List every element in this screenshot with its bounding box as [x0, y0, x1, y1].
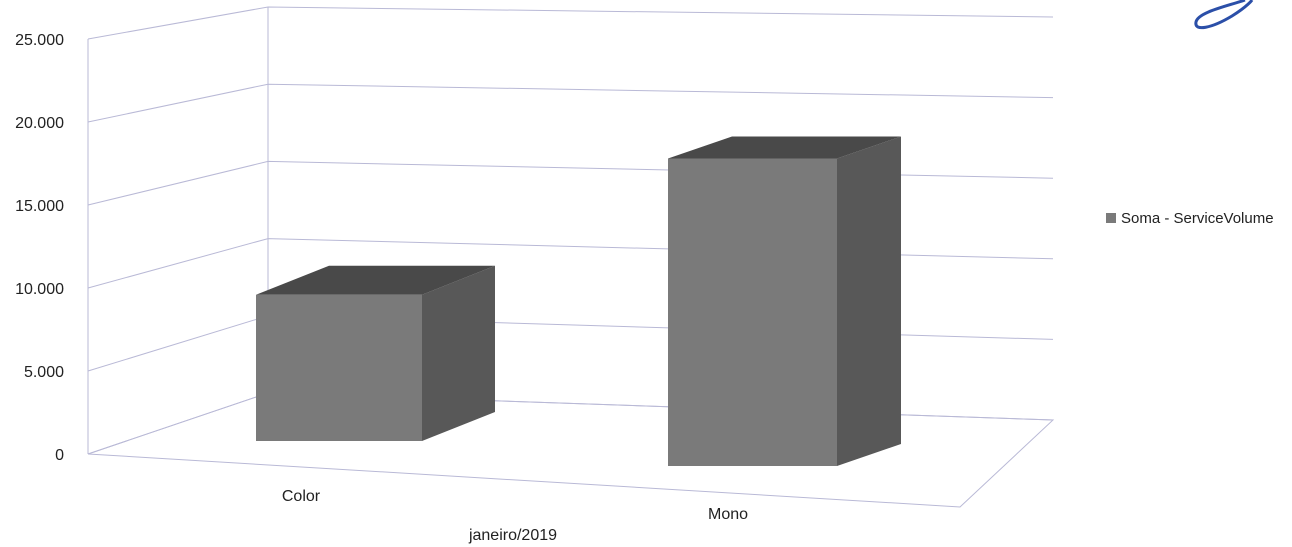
bar-color — [256, 265, 495, 441]
chart-gridlines — [87, 6, 1055, 508]
x-axis-categories: Color Mono — [282, 488, 748, 523]
y-tick-label: 25.000 — [15, 32, 64, 49]
bar-front — [668, 158, 837, 467]
y-tick-label: 10.000 — [15, 281, 64, 298]
y-tick-label: 5.000 — [24, 364, 64, 381]
bar-side — [422, 265, 495, 441]
gridline — [87, 392, 1054, 455]
x-group-label: janeiro/2019 — [468, 527, 557, 544]
gridline — [87, 6, 1054, 40]
chart-legend: Soma - ServiceVolume — [1106, 210, 1274, 227]
y-tick-label: 20.000 — [15, 115, 64, 132]
x-category-label: Color — [282, 488, 321, 505]
chart-bars — [256, 136, 901, 467]
legend-swatch — [1106, 213, 1116, 223]
gridline — [87, 160, 1054, 206]
y-tick-label: 15.000 — [15, 198, 64, 215]
bar-front — [256, 294, 422, 441]
bar-top — [668, 136, 901, 159]
stamp-mark — [1194, 0, 1254, 30]
bar-top — [256, 265, 495, 295]
gridline — [87, 83, 1054, 123]
bar-side — [837, 136, 901, 467]
gridline — [87, 315, 1054, 372]
y-axis-ticks: 0 5.000 10.000 15.000 20.000 25.000 — [15, 32, 64, 464]
x-category-label: Mono — [708, 506, 748, 523]
bar-mono — [668, 136, 901, 467]
legend-label: Soma - ServiceVolume — [1121, 210, 1274, 227]
chart-floor — [87, 392, 1055, 508]
y-tick-label: 0 — [55, 447, 64, 464]
gridline — [87, 238, 1054, 289]
